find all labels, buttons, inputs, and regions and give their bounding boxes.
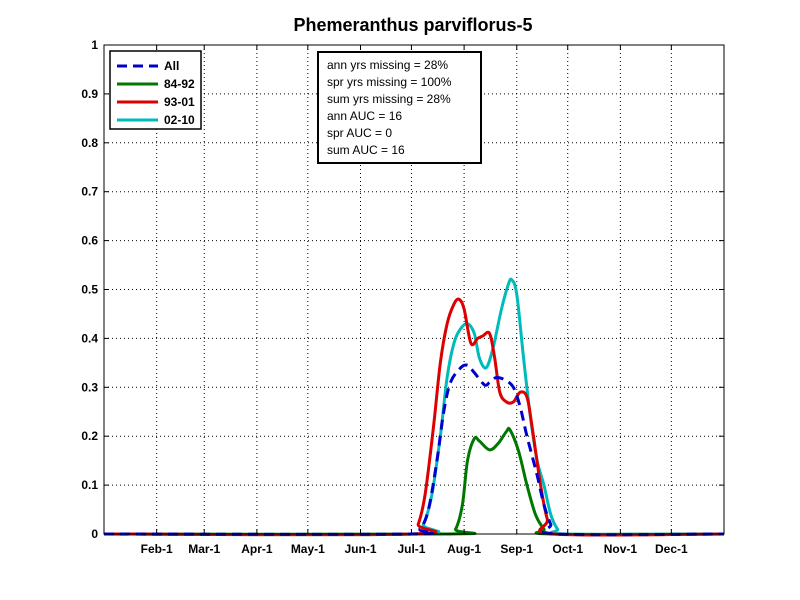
y-tick-label: 0.1 — [81, 478, 98, 492]
x-tick-label: Jun-1 — [344, 542, 376, 556]
x-tick-label: May-1 — [291, 542, 325, 556]
axis-ticks — [104, 44, 724, 535]
x-tick-label: Dec-1 — [655, 542, 688, 556]
x-tick-label: Nov-1 — [604, 542, 638, 556]
annotation-frame — [317, 51, 482, 164]
annotation-sum-yrs-missing: sum yrs missing = 28% — [327, 92, 451, 106]
series-line-all — [103, 363, 725, 537]
legend-label-84-92: 84-92 — [164, 77, 195, 91]
series-lines — [103, 277, 725, 537]
series-line-93-01 — [103, 297, 725, 537]
series-line-84-92 — [103, 426, 725, 536]
x-tick-label: Sep-1 — [500, 542, 533, 556]
x-axis-tick-labels: Feb-1 Mar-1 Apr-1 May-1 Jun-1 Jul-1 Aug-1 Sep-1… — [141, 542, 688, 556]
legend: All 84-92 93-01 02-10 — [109, 50, 202, 130]
y-tick-label: 0.3 — [81, 380, 98, 394]
annotation-ann-auc: ann AUC = 16 — [327, 109, 402, 123]
annotation-sum-auc: sum AUC = 16 — [327, 143, 405, 157]
x-tick-label: Mar-1 — [188, 542, 220, 556]
annotation-spr-auc: spr AUC = 0 — [327, 126, 392, 140]
x-tick-label: Jul-1 — [397, 542, 425, 556]
annotation-ann-yrs-missing: ann yrs missing = 28% — [327, 58, 448, 72]
legend-label-02-10: 02-10 — [164, 113, 195, 127]
y-tick-label: 0 — [91, 527, 98, 541]
y-tick-label: 0.8 — [81, 136, 98, 150]
annotation-spr-yrs-missing: spr yrs missing = 100% — [327, 75, 452, 89]
y-tick-label: 0.6 — [81, 234, 98, 248]
annotation-box: ann yrs missing = 28% spr yrs missing = … — [317, 51, 482, 164]
y-tick-label: 0.2 — [81, 429, 98, 443]
x-tick-label: Oct-1 — [552, 542, 583, 556]
x-tick-label: Aug-1 — [447, 542, 481, 556]
y-axis-tick-labels: 0 0.1 0.2 0.3 0.4 0.5 0.6 0.7 0.8 0.9 1 — [81, 38, 98, 541]
legend-label-all: All — [164, 59, 179, 73]
y-tick-label: 0.5 — [81, 283, 98, 297]
legend-box — [109, 50, 202, 130]
series-line-02-10 — [103, 277, 725, 537]
y-tick-label: 0.4 — [81, 331, 98, 345]
y-tick-label: 0.9 — [81, 87, 98, 101]
x-tick-label: Apr-1 — [241, 542, 273, 556]
y-tick-label: 1 — [91, 38, 98, 52]
chart-title: Phemeranthus parviflorus-5 — [293, 15, 532, 35]
legend-label-93-01: 93-01 — [164, 95, 195, 109]
y-tick-label: 0.7 — [81, 185, 98, 199]
x-tick-label: Feb-1 — [141, 542, 173, 556]
